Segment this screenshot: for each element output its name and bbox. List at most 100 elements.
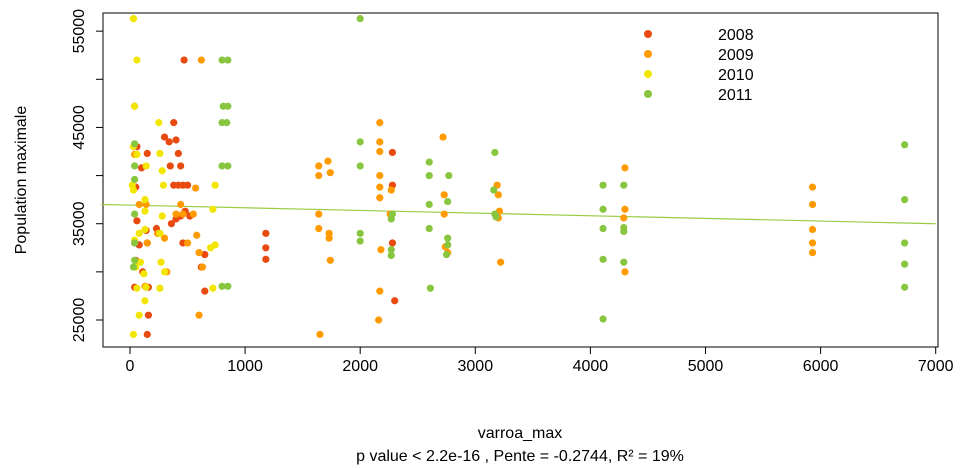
point-2011 (387, 215, 395, 223)
point-2009 (193, 231, 201, 239)
point-2009 (197, 56, 205, 64)
point-2011 (901, 239, 909, 247)
point-2011 (224, 282, 232, 290)
point-2011 (131, 256, 139, 264)
point-2009 (160, 234, 169, 242)
point-2011 (426, 284, 435, 292)
point-2009 (135, 200, 143, 209)
point-2011 (599, 255, 607, 263)
point-2008 (262, 255, 270, 263)
point-2011 (901, 141, 909, 149)
point-2010 (141, 196, 149, 204)
point-2011 (223, 119, 231, 127)
point-2009 (315, 210, 323, 218)
x-tick-label: 1000 (227, 358, 263, 375)
point-2010 (156, 229, 164, 237)
point-2009 (316, 330, 324, 339)
point-2011 (356, 162, 364, 170)
y-axis-title: Population maximale (13, 106, 30, 255)
point-2010 (156, 149, 164, 158)
point-2011 (491, 148, 499, 157)
point-2009 (376, 119, 384, 127)
point-2011 (218, 162, 226, 170)
point-2009 (497, 258, 505, 266)
legend-marker-2010 (644, 70, 652, 78)
point-2009 (324, 157, 332, 165)
point-2009 (439, 133, 447, 141)
point-2011 (356, 229, 364, 237)
point-2009 (808, 200, 817, 209)
point-2009 (621, 164, 629, 172)
point-2011 (131, 140, 139, 148)
point-2009 (183, 239, 192, 247)
x-tick-label: 4000 (573, 358, 609, 375)
point-2011 (131, 239, 139, 247)
y-tick-label: 35000 (71, 201, 88, 246)
point-2008 (167, 220, 176, 228)
point-2009 (376, 147, 384, 156)
point-2010 (209, 205, 217, 213)
point-2011 (218, 282, 226, 290)
point-2009 (376, 138, 384, 146)
point-2010 (135, 229, 143, 237)
point-2009 (315, 224, 323, 233)
point-2011 (599, 181, 607, 189)
point-2009 (143, 239, 151, 247)
point-2008 (183, 181, 192, 189)
point-2009 (189, 210, 197, 218)
point-2011 (599, 205, 607, 213)
point-2008 (391, 297, 399, 305)
point-2008 (143, 330, 151, 339)
point-2011 (425, 158, 433, 166)
point-2008 (262, 244, 270, 252)
x-tick-label: 2000 (342, 358, 378, 375)
point-2009 (179, 210, 187, 218)
point-2009 (315, 162, 323, 170)
point-2008 (388, 148, 397, 157)
point-2010 (211, 181, 219, 189)
point-2011 (387, 246, 395, 254)
point-2011 (445, 171, 453, 180)
point-2010 (157, 258, 165, 266)
point-2010 (156, 284, 164, 292)
point-2011 (356, 138, 364, 146)
point-2010 (140, 270, 148, 278)
point-2010 (158, 212, 166, 220)
point-2010 (159, 181, 167, 189)
point-2010 (141, 207, 149, 215)
x-tick-label: 6000 (803, 358, 839, 375)
y-tick-label: 25000 (71, 298, 88, 343)
point-2010 (209, 284, 217, 292)
point-2009 (621, 268, 629, 276)
point-2009 (376, 194, 384, 202)
point-2009 (621, 205, 629, 213)
point-2011 (444, 197, 452, 206)
point-2011 (599, 315, 607, 323)
point-2009 (808, 225, 817, 234)
point-2011 (356, 237, 364, 245)
point-2009 (326, 256, 334, 264)
point-2011 (620, 258, 628, 266)
point-2011 (224, 102, 232, 110)
point-2009 (315, 171, 323, 180)
legend-label-2008: 2008 (718, 27, 754, 44)
point-2010 (141, 297, 149, 305)
y-tick-label: 45000 (71, 105, 88, 150)
point-2009 (326, 169, 334, 177)
point-2009 (198, 263, 207, 271)
point-2011 (490, 186, 498, 194)
point-2009 (177, 200, 185, 209)
point-2011 (901, 283, 909, 291)
point-2010 (155, 119, 163, 127)
legend-marker-2008 (644, 30, 652, 38)
point-2011 (129, 263, 138, 271)
point-2008 (133, 217, 141, 225)
point-2010 (206, 244, 215, 252)
x-tick-label: 5000 (688, 358, 724, 375)
point-2009 (376, 183, 384, 191)
x-tick-label: 0 (126, 358, 135, 375)
point-2009 (376, 171, 384, 180)
point-2008 (172, 136, 180, 144)
point-2008 (177, 162, 185, 170)
y-axis: 25000 35000 45000 55000 (71, 9, 104, 343)
